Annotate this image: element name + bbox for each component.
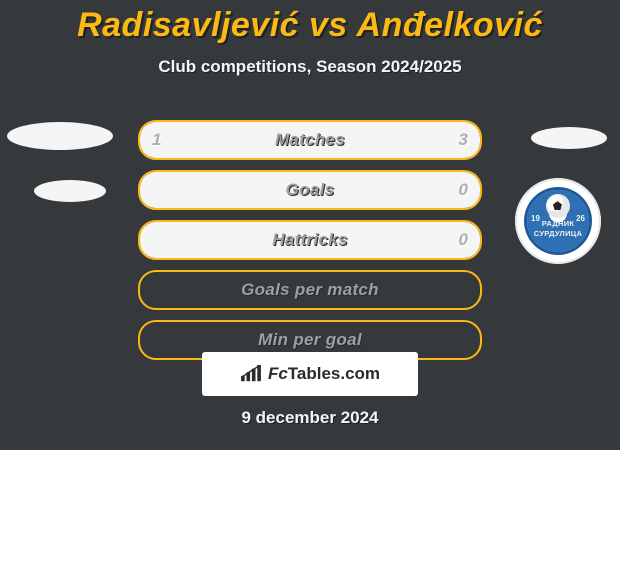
stat-row: Goals0 <box>138 170 482 210</box>
soccer-ball-icon <box>546 194 570 218</box>
badge-year-left: 19 <box>531 214 540 223</box>
badge-year-right: 26 <box>576 214 585 223</box>
stats-container: Matches13Goals0Hattricks0Goals per match… <box>138 120 482 370</box>
stat-row: Matches1 3 <box>138 120 482 160</box>
player2-club-badge: 19 26 РАДНИК СУРДУЛИЦА <box>515 178 601 264</box>
stat-label: Goals per match <box>140 272 480 308</box>
date-label: 9 december 2024 <box>0 408 620 428</box>
bar-chart-icon <box>240 365 262 383</box>
stat-row: Goals per match <box>138 270 482 310</box>
player2-photo-placeholder <box>531 127 607 149</box>
stat-value-left: 1 <box>152 122 161 158</box>
badge-text-bottom: СУРДУЛИЦА <box>534 230 583 238</box>
badge-text-top: РАДНИК <box>542 220 575 228</box>
stat-label: Matches <box>140 122 480 158</box>
stat-row: Hattricks0 <box>138 220 482 260</box>
brand-text: FcTables.com <box>268 364 380 384</box>
stat-value-right: 0 <box>459 222 468 258</box>
stat-label: Goals <box>140 172 480 208</box>
page-title: Radisavljević vs Anđelković <box>0 0 620 45</box>
comparison-card: Radisavljević vs Anđelković Club competi… <box>0 0 620 450</box>
stat-value-right: 0 <box>459 172 468 208</box>
stat-value-right: 3 <box>459 122 468 158</box>
page-subtitle: Club competitions, Season 2024/2025 <box>0 57 620 77</box>
club-badge-inner: 19 26 РАДНИК СУРДУЛИЦА <box>527 190 589 252</box>
brand-badge[interactable]: FcTables.com <box>202 352 418 396</box>
player1-club-placeholder <box>34 180 106 202</box>
stat-label: Hattricks <box>140 222 480 258</box>
player1-photo-placeholder <box>7 122 113 150</box>
